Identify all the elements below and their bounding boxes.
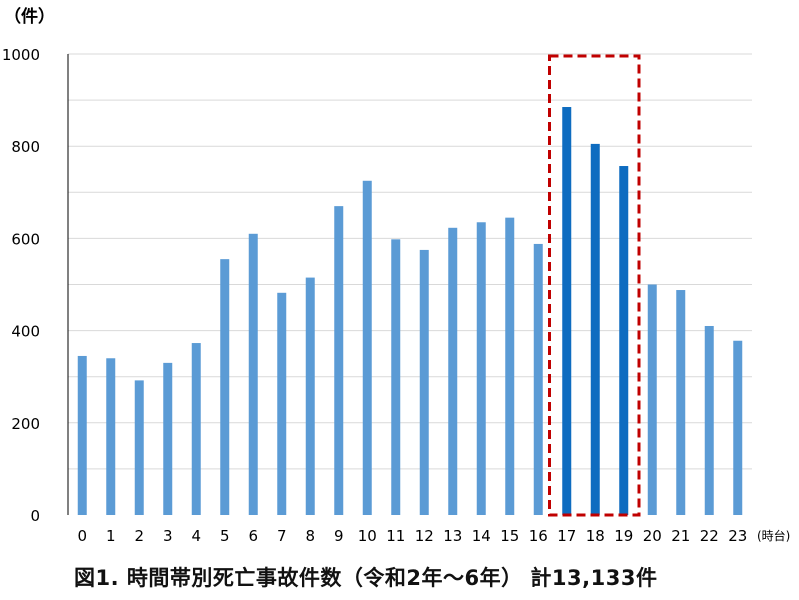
x-tick-label: 11 [386,527,405,545]
x-tick-label: 3 [163,527,173,545]
y-tick-label: 200 [11,415,40,433]
bar-hour-17 [562,107,572,515]
bar-hour-16 [533,243,543,515]
bars [77,107,743,516]
bar-hour-7 [277,292,287,515]
x-tick-label: 6 [248,527,258,545]
bar-hour-5 [220,259,230,515]
bar-hour-19 [619,166,629,515]
bar-hour-0 [77,355,87,515]
bar-hour-1 [106,358,116,515]
highlight-box [548,54,641,517]
x-tick-label: 21 [671,527,690,545]
x-tick-label: 8 [305,527,315,545]
x-tick-label: 7 [277,527,287,545]
x-tick-label: 5 [220,527,230,545]
x-tick-label: 17 [557,527,576,545]
y-axis-unit-label: （件） [4,6,55,27]
x-tick-label: 13 [443,527,462,545]
x-tick-label: 19 [614,527,633,545]
bar-hour-11 [391,239,401,515]
x-tick-label: 23 [728,527,747,545]
x-tick-label: 1 [106,527,116,545]
bar-hour-9 [334,206,344,515]
x-tick-label: 18 [586,527,605,545]
x-tick-label: 9 [334,527,344,545]
y-tick-label: 1000 [2,46,40,64]
y-tick-label: 0 [30,507,40,525]
x-tick-labels: 0 1 2 3 4 5 6 7 8 9 10 11 12 13 14 15 16 17 18 19 20 21 22 23 [77,527,747,545]
bar-hour-18 [590,143,600,515]
bar-hour-6 [248,233,258,516]
x-tick-label: 22 [700,527,719,545]
x-tick-label: 4 [191,527,201,545]
bar-hour-2 [134,380,144,515]
x-tick-label: 16 [529,527,548,545]
bar-hour-10 [362,180,372,515]
gridlines [68,53,752,470]
x-tick-label: 0 [77,527,87,545]
bar-hour-3 [163,362,173,515]
bar-hour-15 [505,217,515,515]
chart-caption: 図1. 時間帯別死亡事故件数（令和2年～6年） 計13,133件 [74,566,658,590]
bar-hour-14 [476,222,486,515]
x-tick-label: 12 [415,527,434,545]
bar-hour-22 [704,325,714,515]
y-tick-label: 800 [11,138,40,156]
y-tick-label: 400 [11,323,40,341]
bar-hour-23 [733,340,743,515]
bar-hour-8 [305,277,315,515]
bar-hour-21 [676,290,686,515]
y-tick-labels: 0 200 400 600 800 1000 [2,46,40,525]
x-tick-label: 2 [134,527,144,545]
bar-hour-13 [448,227,458,515]
x-tick-label: 15 [500,527,519,545]
bar-hour-20 [647,284,657,515]
y-tick-label: 600 [11,230,40,248]
x-tick-label: 14 [472,527,491,545]
bar-hour-12 [419,249,429,516]
x-axis-unit-label: (時台) [757,528,790,543]
x-tick-label: 20 [643,527,662,545]
x-tick-label: 10 [358,527,377,545]
bar-hour-4 [191,343,201,515]
